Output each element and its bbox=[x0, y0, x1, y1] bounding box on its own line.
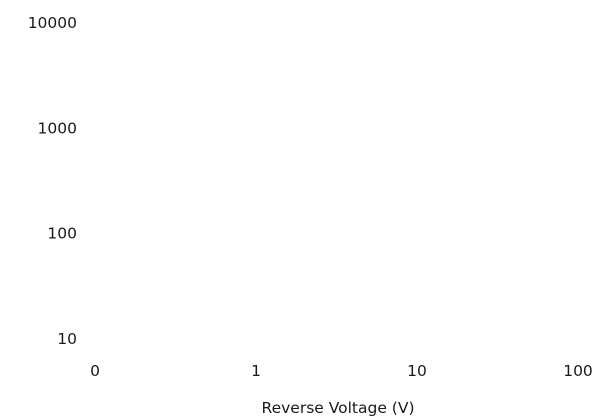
x-tick-label: 0 bbox=[90, 362, 100, 380]
x-tick-label: 100 bbox=[563, 362, 593, 380]
y-tick-label: 10000 bbox=[28, 14, 77, 32]
x-tick-label: 10 bbox=[407, 362, 427, 380]
x-axis-ticks: 0 1 10 100 bbox=[90, 362, 593, 380]
y-tick-label: 10 bbox=[57, 330, 77, 348]
y-tick-label: 100 bbox=[47, 225, 77, 243]
y-tick-label: 1000 bbox=[38, 119, 77, 137]
x-tick-label: 1 bbox=[251, 362, 261, 380]
y-axis-ticks: 10 100 1000 10000 bbox=[28, 14, 77, 348]
x-axis-label: Reverse Voltage (V) bbox=[262, 399, 415, 417]
